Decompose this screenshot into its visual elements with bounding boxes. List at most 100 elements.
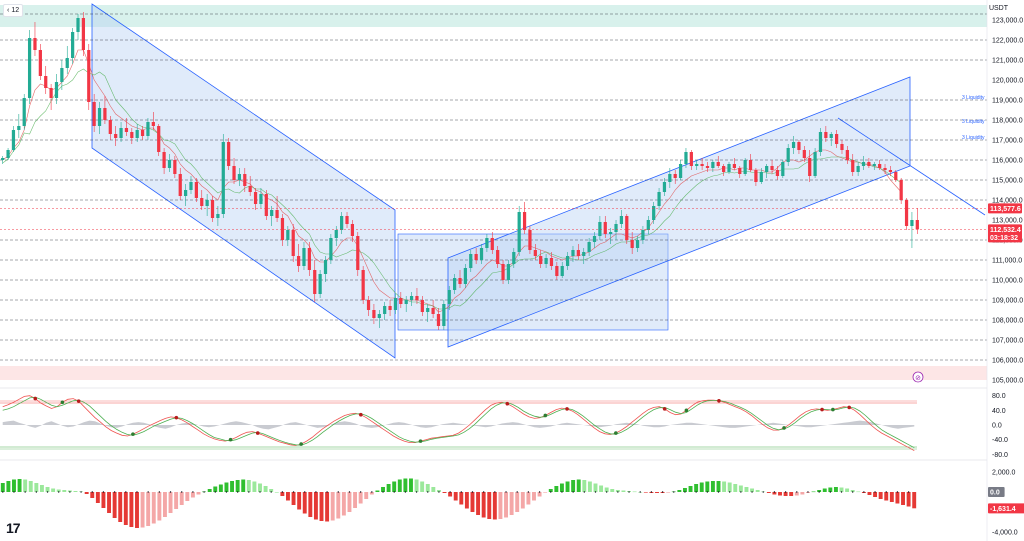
macd-bar — [263, 486, 268, 492]
candle-body — [705, 166, 710, 168]
macd-bar — [230, 481, 235, 492]
candle-body — [415, 296, 419, 300]
candle — [851, 154, 855, 176]
cross-dot — [662, 407, 667, 411]
cross-dot — [831, 407, 835, 412]
macd-zero-dot — [91, 491, 93, 493]
candle-body — [399, 298, 403, 304]
candle-body — [442, 304, 446, 326]
macd-bar — [655, 492, 659, 493]
candle — [356, 232, 360, 276]
macd-bar — [867, 492, 872, 495]
candle — [668, 168, 672, 188]
macd-bar — [12, 479, 16, 492]
candle-body — [388, 306, 392, 310]
macd-bar — [241, 479, 246, 492]
candle-body — [44, 76, 48, 88]
macd-zero-dot — [650, 491, 653, 493]
candle-body — [856, 166, 860, 172]
alert-icon[interactable] — [912, 371, 924, 383]
macd-bar — [140, 492, 145, 528]
candle — [33, 22, 37, 56]
macd-bar — [571, 480, 576, 492]
candle — [340, 212, 344, 234]
macd-zero-dot — [639, 491, 641, 493]
candle-body — [587, 242, 591, 252]
macd-bar — [369, 492, 374, 495]
macd-bar — [565, 481, 570, 492]
toolbar-collapse-button[interactable]: ‹ 12 — [3, 4, 24, 17]
candle-body — [340, 216, 344, 230]
candle-body — [307, 248, 311, 270]
macd-bar — [218, 484, 223, 492]
candle-body — [248, 186, 252, 192]
macd-bar — [470, 492, 475, 512]
macd-zero-dot — [259, 491, 261, 493]
macd-bar — [90, 492, 95, 498]
price-tick-label: 115,000.0 — [992, 178, 1023, 185]
macd-bar — [308, 492, 313, 517]
macd-bar — [325, 492, 330, 522]
macd-zero-dot — [751, 491, 753, 493]
candle-body — [463, 268, 467, 284]
macd-bar — [873, 492, 878, 497]
macd-zero-dot — [561, 491, 563, 493]
candle — [582, 248, 586, 264]
macd-bar — [403, 478, 408, 492]
currency-label[interactable]: USDT — [988, 5, 1008, 12]
liquidity-label: 3 Liquidity — [962, 95, 985, 101]
macd-bar — [559, 483, 564, 492]
macd-bar — [112, 492, 117, 518]
cross-dot — [543, 413, 548, 418]
candle — [861, 156, 866, 170]
price-tick-label: 121,000.0 — [992, 58, 1023, 65]
macd-bar — [632, 491, 637, 493]
macd-zero-dot — [359, 491, 362, 493]
macd-zero-dot — [807, 491, 809, 493]
macd-bar — [341, 492, 346, 516]
candle — [791, 136, 796, 154]
macd-bar — [604, 487, 609, 492]
macd-bar — [722, 481, 727, 492]
candle — [259, 188, 263, 208]
macd-badge-label: -1,631.4 — [990, 506, 1016, 513]
candle-body — [140, 130, 145, 136]
candle-body — [54, 82, 59, 98]
candle-body — [27, 38, 32, 98]
candle — [872, 162, 876, 170]
candle-body — [910, 220, 914, 226]
cross-dot — [228, 437, 233, 442]
macd-tick-label: 2,000.0 — [992, 470, 1015, 477]
candle-body — [232, 166, 236, 180]
candle — [453, 274, 457, 294]
candle-body — [829, 134, 833, 138]
candle — [641, 226, 645, 244]
candle — [565, 252, 570, 270]
macd-bar — [107, 492, 111, 513]
candle-body — [318, 274, 322, 294]
macd-zero-dot — [427, 491, 429, 493]
candle-body — [592, 236, 597, 242]
candle-body — [517, 212, 521, 252]
candle-body — [49, 88, 53, 98]
macd-zero-dot — [192, 491, 194, 493]
macd-zero-dot — [784, 491, 787, 493]
price-tick-label: 111,000.0 — [992, 258, 1022, 265]
osc-line — [2, 395, 915, 452]
candle-body — [646, 220, 650, 230]
macd-zero-dot — [605, 491, 608, 493]
macd-bar — [515, 492, 520, 512]
macd-zero-dot — [740, 491, 742, 493]
candle-body — [227, 142, 231, 166]
candle — [264, 190, 268, 220]
candle — [818, 128, 823, 156]
candle — [797, 140, 801, 154]
candle-body — [383, 306, 387, 314]
candle — [442, 300, 446, 330]
macd-bar — [593, 483, 598, 492]
macd-bar — [235, 480, 240, 492]
candle-body — [522, 212, 527, 230]
macd-bar — [67, 490, 72, 492]
candle-body — [501, 264, 505, 280]
